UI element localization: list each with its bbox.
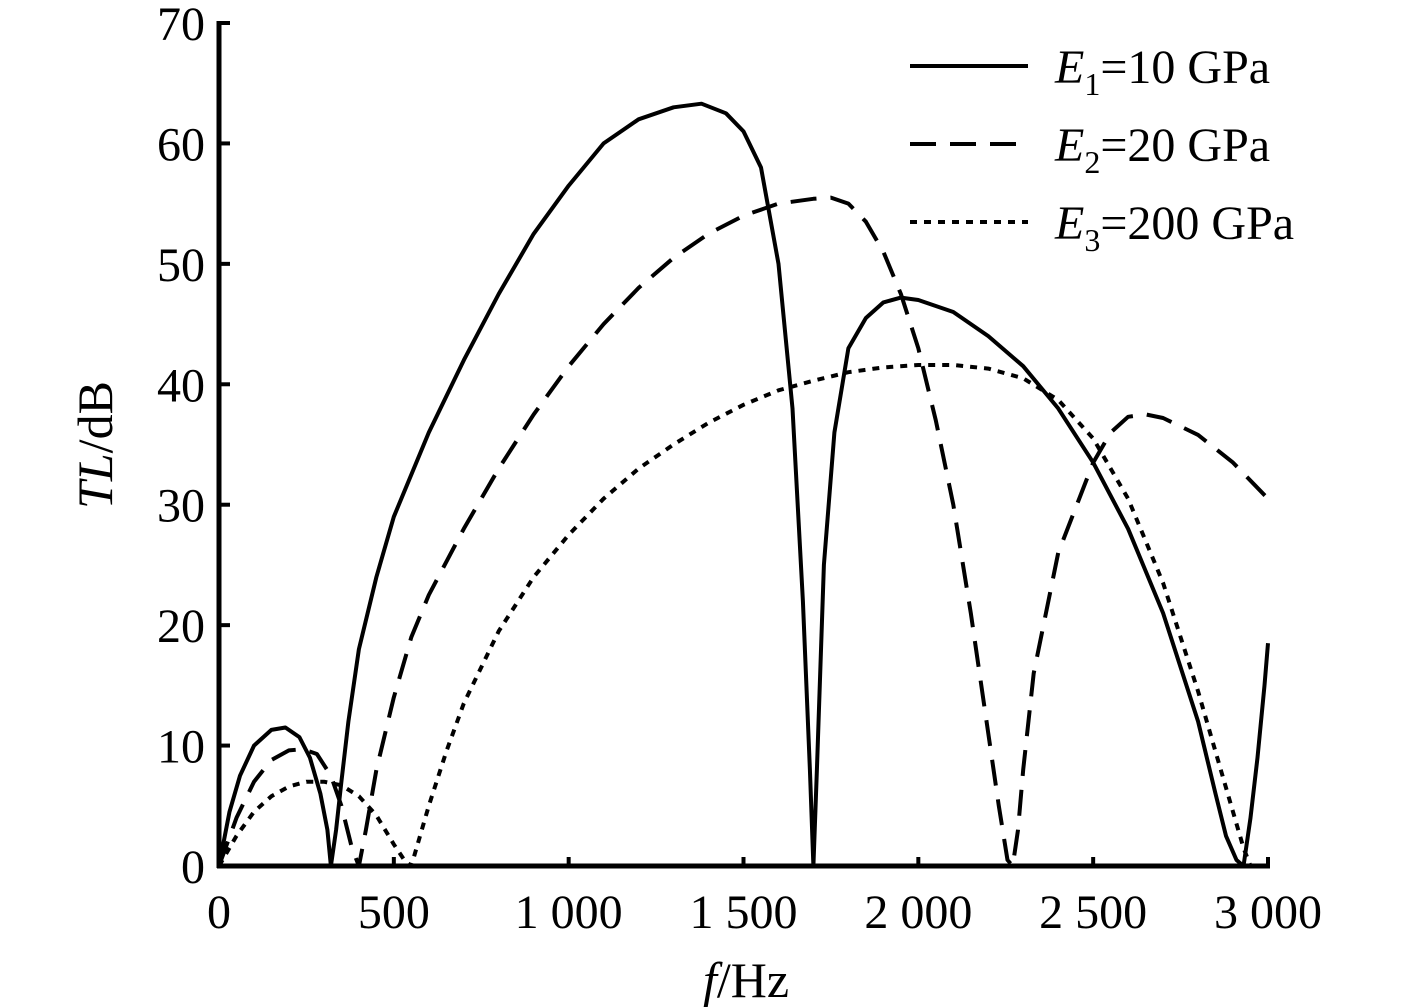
y-tick-label: 50 [157, 239, 205, 292]
y-tick-label: 60 [157, 118, 205, 171]
series-line-3 [217, 363, 1253, 868]
x-ticks: 0 500 1 000 1 500 2 000 2 500 3 000 [207, 857, 1322, 939]
series-line-2 [217, 195, 1270, 868]
y-tick-label: 20 [157, 600, 205, 653]
y-axis-label: TL/dB [67, 381, 123, 509]
y-axis-unit: /dB [67, 381, 123, 453]
x-axis-unit: /Hz [717, 952, 789, 1007]
y-tick-label: 0 [181, 841, 205, 894]
y-axis-var: TL [67, 453, 123, 509]
series-line-1 [217, 101, 1270, 868]
x-tick-label: 2 500 [1039, 886, 1147, 939]
legend-label-1: E1=10 GPa [1054, 41, 1270, 102]
y-tick-label: 70 [157, 0, 205, 51]
legend: E1=10 GPa E2=20 GPa E3=200 GPa [910, 41, 1294, 258]
y-tick-label: 30 [157, 480, 205, 533]
x-tick-label: 3 000 [1214, 886, 1322, 939]
x-tick-label: 1 500 [690, 886, 798, 939]
y-tick-label: 10 [157, 721, 205, 774]
x-tick-label: 1 000 [515, 886, 623, 939]
x-tick-label: 500 [358, 886, 430, 939]
legend-label-3: E3=200 GPa [1054, 197, 1294, 258]
x-axis-label: f/Hz [703, 952, 789, 1007]
x-tick-label: 2 000 [864, 886, 972, 939]
x-tick-label: 0 [207, 886, 231, 939]
legend-label-2: E2=20 GPa [1054, 119, 1270, 180]
y-ticks: 0 10 20 30 40 50 60 70 [157, 0, 230, 894]
series-layer [217, 101, 1270, 868]
y-tick-label: 40 [157, 359, 205, 412]
